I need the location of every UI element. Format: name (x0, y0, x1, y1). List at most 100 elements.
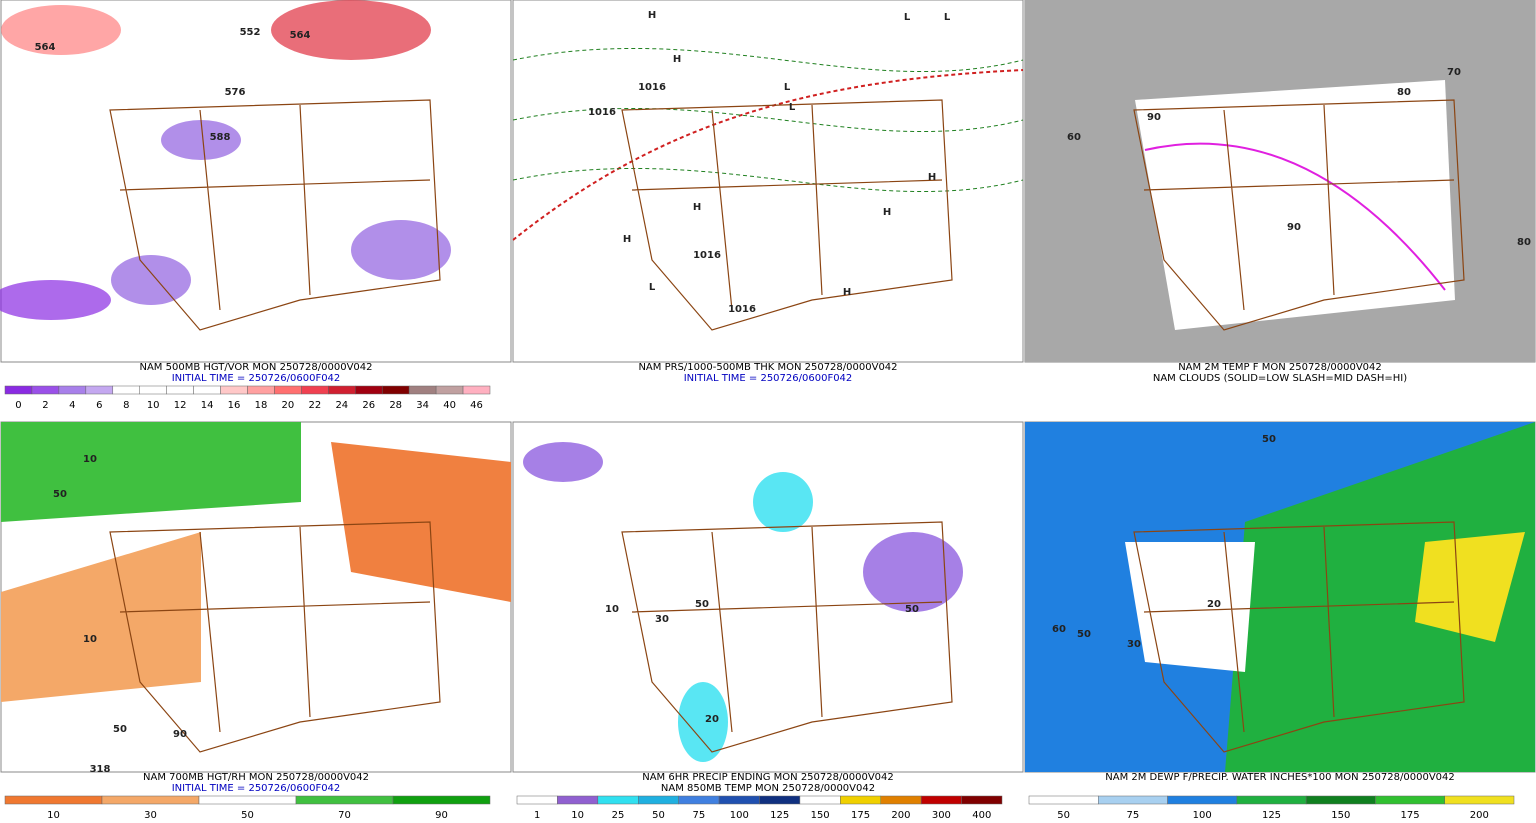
state-borders (109, 99, 441, 331)
colorbar-swatch (4, 795, 103, 805)
colorbar-label: 125 (1262, 810, 1281, 819)
colorbar-label: 200 (1470, 810, 1489, 819)
colorbar-swatch (840, 795, 881, 805)
colorbar-swatch (516, 795, 558, 805)
colorbar-label: 34 (416, 400, 429, 411)
map-label: H (883, 207, 891, 218)
colorbar-label: 50 (241, 810, 254, 819)
colorbar-swatch (961, 795, 1003, 805)
colorbar-label: 18 (255, 400, 268, 411)
colorbar-swatch (247, 385, 275, 395)
colorbar-swatch (58, 385, 87, 395)
map-label: 1016 (638, 82, 666, 93)
colorbar-swatch (435, 385, 464, 395)
colorbar-swatch (392, 795, 491, 805)
map-label: 50 (905, 604, 919, 615)
map-label: 50 (1077, 629, 1091, 640)
colorbar-label: 90 (435, 810, 448, 819)
vort-blob (271, 0, 431, 60)
panel-caption: NAM PRS/1000-500MB THK MON 250728/0000V0… (638, 362, 897, 373)
temp-contour (1144, 142, 1446, 291)
panel-caption: INITIAL TIME = 250726/0600F042 (684, 373, 853, 384)
map-label: L (944, 12, 951, 23)
colorbar-label: 46 (470, 400, 483, 411)
colorbar-label: 24 (335, 400, 348, 411)
colorbar-swatch (462, 385, 491, 395)
colorbar-swatch (1444, 795, 1515, 805)
colorbar-swatch (85, 385, 114, 395)
colorbar-swatch (101, 795, 200, 805)
pw-green (1225, 422, 1535, 772)
map-label: L (649, 282, 656, 293)
colorbar-label: 20 (282, 400, 295, 411)
map-label: H (843, 287, 851, 298)
colorbar-swatch (1305, 795, 1376, 805)
colorbar-label: 22 (308, 400, 321, 411)
map-label: 10 (83, 454, 97, 465)
map-label: L (784, 82, 791, 93)
colorbar-swatch (718, 795, 760, 805)
colorbar-label: 50 (652, 810, 665, 819)
precip-blob (523, 442, 603, 482)
colorbar-swatch (301, 385, 329, 395)
map-label: 552 (240, 27, 261, 38)
colorbar-swatch (678, 795, 720, 805)
state-borders (1133, 99, 1465, 331)
colorbar-label: 1 (534, 810, 540, 819)
map-label: H (673, 54, 681, 65)
colorbar-swatch (597, 795, 639, 805)
colorbar-label: 125 (770, 810, 789, 819)
state-borders (621, 521, 953, 753)
colorbar-label: 40 (443, 400, 456, 411)
colorbar-swatch (1375, 795, 1445, 805)
map-label: 10 (83, 634, 97, 645)
map-label: 90 (1287, 222, 1301, 233)
colorbar-label: 75 (1127, 810, 1140, 819)
colorbar-label: 50 (1057, 810, 1070, 819)
precip-blob (678, 682, 728, 762)
colorbar-label: 2 (42, 400, 48, 411)
panel-caption: NAM CLOUDS (SOLID=LOW SLASH=MID DASH=HI) (1153, 373, 1407, 384)
colorbar-swatch (1098, 795, 1168, 805)
colorbar-label: 70 (338, 810, 351, 819)
colorbar-label: 0 (15, 400, 21, 411)
colorbar-label: 4 (69, 400, 75, 411)
colorbar-swatch (4, 385, 33, 395)
map-label: L (904, 12, 911, 23)
colorbar-swatch (220, 385, 248, 395)
map-label: 1016 (693, 250, 721, 261)
map-label: 50 (53, 489, 67, 500)
colorbar-swatch (139, 385, 167, 395)
map-panel: 564 552 564 576 588 NAM 500MB HGT/VOR MON 250… (0, 0, 512, 411)
map-label: 1016 (588, 107, 616, 118)
vort-blob (1, 5, 121, 55)
precip-blob (753, 472, 813, 532)
map-label: 30 (655, 614, 669, 625)
dry-region (1125, 542, 1255, 672)
map-panel: 50 20 30 60 50 NAM 2M DEWP F/PRECIP. WATER IN… (1024, 421, 1536, 821)
colorbar-label: 100 (730, 810, 749, 819)
map-label: L (789, 102, 796, 113)
panel-caption: INITIAL TIME = 250726/0600F042 (172, 373, 341, 384)
colorbar-swatch (880, 795, 922, 805)
colorbar-label: 25 (612, 810, 625, 819)
map-label: 10 (605, 604, 619, 615)
panel-caption: NAM 700MB HGT/RH MON 250728/0000V042 (143, 772, 369, 783)
precip-blob (863, 532, 963, 612)
colorbar-label: 10 (47, 810, 60, 819)
map-label: H (928, 172, 936, 183)
map-label: 50 (113, 724, 127, 735)
colorbar-label: 75 (693, 810, 706, 819)
map-label: 576 (225, 87, 246, 98)
map-label: 564 (35, 42, 56, 53)
map-label: 80 (1517, 237, 1531, 248)
colorbar-swatch (557, 795, 599, 805)
colorbar-label: 175 (1401, 810, 1420, 819)
colorbar-swatch (166, 385, 194, 395)
colorbar-swatch (1167, 795, 1238, 805)
isobar (512, 69, 1024, 241)
map-label: 50 (695, 599, 709, 610)
panel-caption: NAM 500MB HGT/VOR MON 250728/0000V042 (139, 362, 372, 373)
map-label: 588 (210, 132, 231, 143)
